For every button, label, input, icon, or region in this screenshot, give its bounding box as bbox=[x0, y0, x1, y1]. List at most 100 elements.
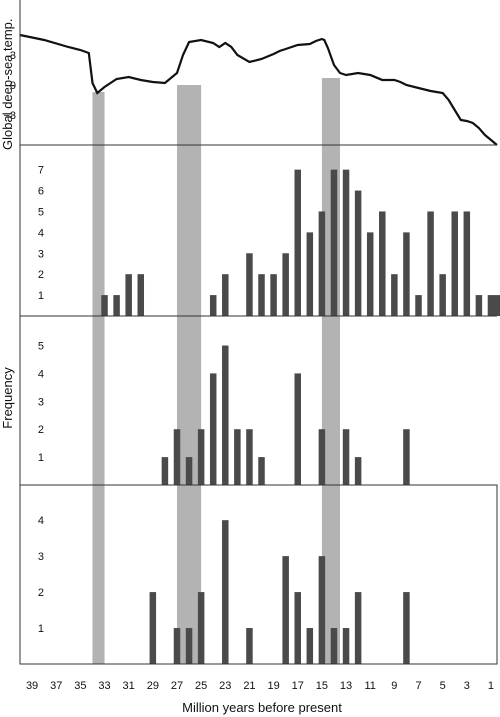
highlight-bands bbox=[92, 78, 341, 664]
frequency-bar bbox=[427, 211, 434, 316]
frequency-tick-label: 4 bbox=[38, 515, 44, 527]
frequency-bar bbox=[318, 556, 326, 664]
frequency-tick-label: 3 bbox=[38, 551, 44, 563]
frequency-panel-1: 1 2 3 4 5 6 7 bbox=[38, 165, 500, 316]
highlight-band bbox=[176, 85, 202, 664]
temperature-series-line bbox=[19, 33, 498, 146]
frequency-tick-label: 2 bbox=[38, 587, 44, 599]
frequency-bar bbox=[185, 457, 193, 485]
x-tick-label: 21 bbox=[243, 680, 255, 692]
frequency-bar bbox=[403, 592, 410, 664]
x-tick-label: 5 bbox=[440, 680, 446, 692]
frequency-bar bbox=[173, 429, 181, 485]
frequency-bar bbox=[197, 592, 205, 664]
frequency-bar bbox=[101, 295, 108, 316]
x-tick-label: 23 bbox=[219, 680, 231, 692]
temperature-axis-label: Global deep-sea temp. bbox=[0, 18, 15, 150]
x-tick-label: 7 bbox=[415, 680, 421, 692]
frequency-bar bbox=[294, 169, 301, 316]
temperature-tick-label: 0 bbox=[10, 80, 16, 92]
frequency-tick-label: 1 bbox=[38, 452, 44, 464]
frequency-bar bbox=[306, 232, 314, 316]
frequency-bar bbox=[222, 274, 229, 316]
frequency-bar bbox=[282, 556, 289, 664]
frequency-tick-label: 7 bbox=[38, 165, 44, 177]
frequency-bar bbox=[354, 592, 362, 664]
frequency-bar bbox=[246, 429, 253, 485]
frequency-bar bbox=[439, 274, 446, 316]
frequency-bar bbox=[282, 253, 289, 316]
frequency-panels: 1 2 3 4 5 6 7 1 2 3 4 5 1 2 3 4 bbox=[38, 165, 500, 664]
temperature-y-ticks: 3 0 −3 bbox=[3, 50, 16, 122]
frequency-bar bbox=[475, 295, 483, 316]
x-tick-label: 1 bbox=[488, 680, 494, 692]
frequency-bar bbox=[415, 295, 422, 316]
panel-frames bbox=[19, 0, 498, 665]
frequency-bar bbox=[222, 345, 229, 485]
frequency-bar bbox=[294, 373, 301, 485]
x-tick-label: 35 bbox=[74, 680, 86, 692]
x-tick-label: 11 bbox=[364, 680, 375, 692]
frequency-bar bbox=[318, 429, 326, 485]
frequency-bar bbox=[330, 628, 338, 664]
frequency-tick-label: 2 bbox=[38, 424, 44, 436]
frequency-bar bbox=[209, 373, 217, 485]
frequency-panel-2: 1 2 3 4 5 bbox=[38, 341, 410, 485]
frequency-tick-label: 2 bbox=[38, 269, 44, 281]
x-tick-label: 33 bbox=[98, 680, 110, 692]
frequency-bar bbox=[342, 169, 350, 316]
frequency-bar bbox=[463, 211, 471, 316]
frequency-bar bbox=[403, 429, 410, 485]
frequency-bar bbox=[379, 211, 386, 316]
frequency-tick-label: 4 bbox=[38, 368, 44, 380]
frequency-bar bbox=[330, 169, 338, 316]
x-tick-label: 31 bbox=[123, 680, 135, 692]
frequency-tick-label: 1 bbox=[38, 290, 44, 302]
temperature-tick-label: 3 bbox=[10, 50, 16, 62]
bottom-panel-frame bbox=[19, 484, 498, 665]
frequency-bar bbox=[125, 274, 132, 316]
x-tick-label: 19 bbox=[267, 680, 279, 692]
x-tick-label: 9 bbox=[391, 680, 397, 692]
frequency-bar bbox=[403, 232, 410, 316]
frequency-bar bbox=[149, 592, 157, 664]
frequency-bar bbox=[493, 295, 500, 316]
frequency-bar bbox=[258, 274, 265, 316]
x-axis: 39 37 35 33 31 29 27 25 23 21 19 17 15 13 11 9 7 5 3 1 bbox=[26, 680, 494, 692]
frequency-bar bbox=[209, 295, 217, 316]
frequency-bar bbox=[222, 520, 229, 664]
frequency-bar bbox=[161, 457, 169, 485]
frequency-bar bbox=[451, 211, 458, 316]
frequency-bar bbox=[342, 628, 350, 664]
frequency-bar bbox=[391, 274, 398, 316]
frequency-bar bbox=[137, 274, 145, 316]
x-tick-label: 25 bbox=[195, 680, 207, 692]
x-tick-label: 13 bbox=[340, 680, 352, 692]
frequency-bar bbox=[354, 457, 362, 485]
x-tick-label: 27 bbox=[171, 680, 183, 692]
frequency-bar bbox=[234, 429, 241, 485]
x-tick-label: 3 bbox=[464, 680, 470, 692]
highlight-band bbox=[92, 92, 105, 664]
frequency-tick-label: 6 bbox=[38, 186, 44, 198]
frequency-tick-label: 3 bbox=[38, 248, 44, 260]
frequency-bar bbox=[246, 628, 253, 664]
frequency-bar bbox=[342, 429, 350, 485]
frequency-tick-label: 3 bbox=[38, 396, 44, 408]
frequency-bar bbox=[173, 628, 181, 664]
frequency-bar bbox=[270, 274, 277, 316]
frequency-axis-label: Frequency bbox=[0, 367, 15, 429]
frequency-bar bbox=[318, 211, 326, 316]
frequency-bar bbox=[246, 253, 253, 316]
frequency-bar bbox=[306, 628, 314, 664]
frequency-panel-3: 1 2 3 4 bbox=[38, 515, 410, 664]
temperature-panel: 3 0 −3 bbox=[3, 33, 498, 146]
x-tick-label: 15 bbox=[316, 680, 328, 692]
frequency-bar bbox=[113, 295, 120, 316]
temperature-tick-label: −3 bbox=[3, 110, 16, 122]
frequency-bar bbox=[258, 457, 265, 485]
x-tick-label: 39 bbox=[26, 680, 38, 692]
frequency-tick-label: 5 bbox=[38, 206, 44, 218]
x-tick-label: 29 bbox=[147, 680, 159, 692]
